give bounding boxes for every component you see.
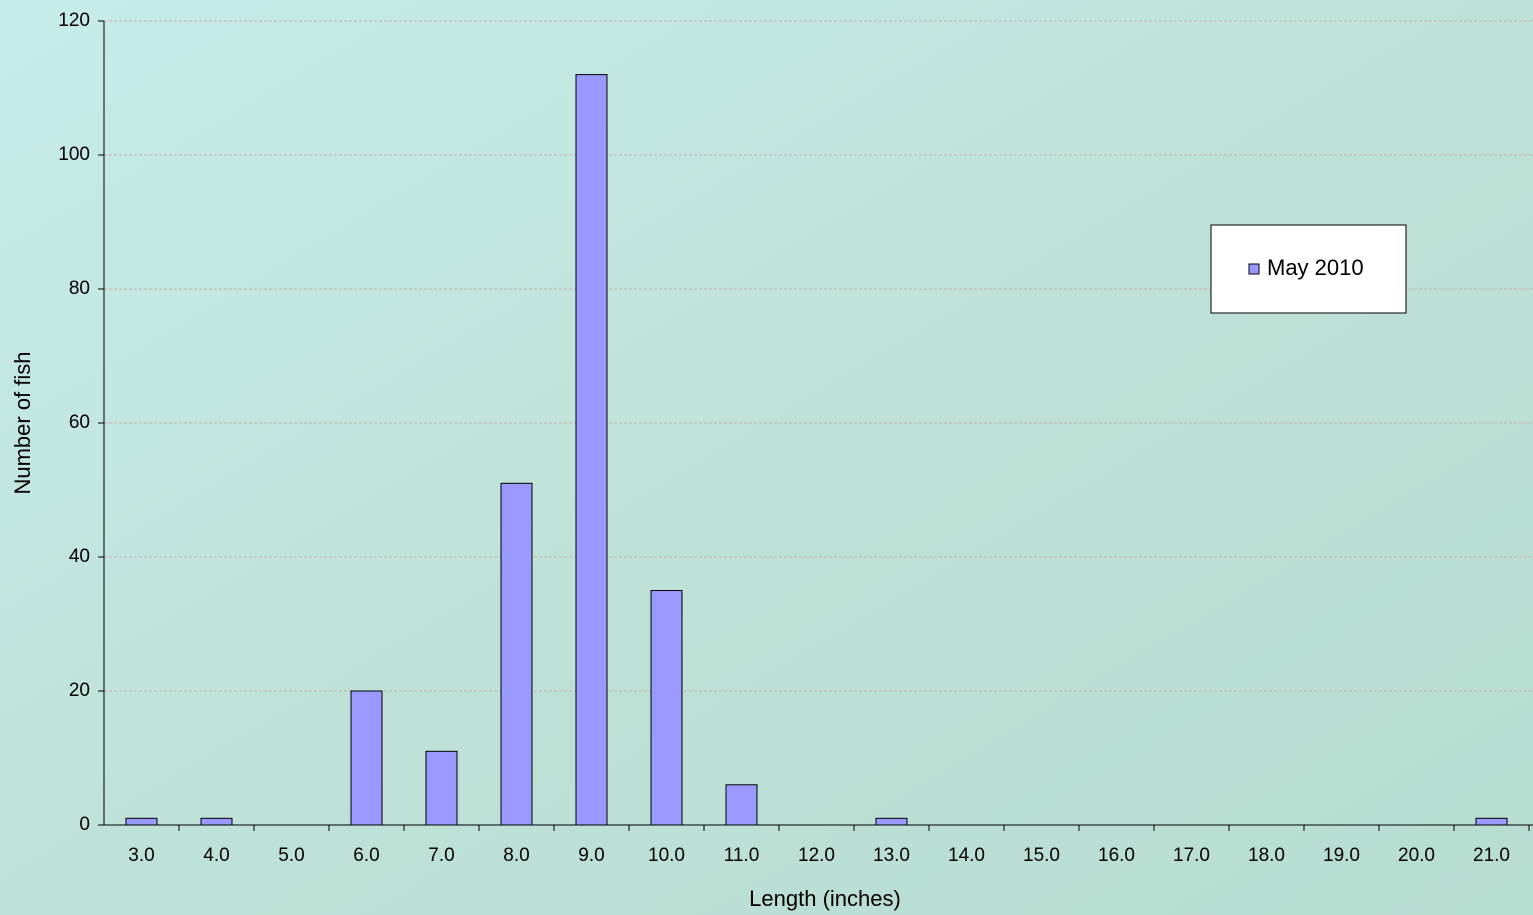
- x-tick-label: 20.0: [1398, 845, 1435, 866]
- y-tick-label: 60: [69, 412, 90, 433]
- bar: [1475, 817, 1508, 826]
- y-tick-label: 20: [69, 680, 90, 701]
- bar: [725, 784, 758, 826]
- bar: [200, 817, 233, 826]
- x-tick-label: 15.0: [1023, 845, 1060, 866]
- x-tick-label: 6.0: [353, 845, 379, 866]
- x-tick-label: 18.0: [1248, 845, 1285, 866]
- x-axis-title: Length (inches): [749, 886, 901, 911]
- x-tick-label: 3.0: [128, 845, 154, 866]
- y-tick-label: 0: [79, 814, 90, 835]
- x-tick-label: 12.0: [798, 845, 835, 866]
- y-axis-title: Number of fish: [10, 351, 35, 494]
- x-tick-label: 7.0: [428, 845, 454, 866]
- x-tick-label: 21.0: [1473, 845, 1510, 866]
- x-tick-label: 16.0: [1098, 845, 1135, 866]
- x-tick-label: 11.0: [724, 845, 760, 866]
- x-tick-label: 8.0: [503, 845, 529, 866]
- legend-swatch: [1248, 263, 1260, 275]
- y-tick-label: 100: [58, 144, 90, 165]
- x-tick-label: 19.0: [1323, 845, 1360, 866]
- legend-label: May 2010: [1267, 255, 1364, 280]
- bar: [650, 590, 683, 826]
- x-tick-label: 14.0: [948, 845, 985, 866]
- legend-box: [1210, 224, 1407, 314]
- x-tick-label: 10.0: [648, 845, 685, 866]
- bar: [575, 74, 608, 826]
- x-tick-label: 17.0: [1173, 845, 1210, 866]
- bar: [350, 690, 383, 826]
- x-tick-label: 13.0: [873, 845, 910, 866]
- bar: [125, 817, 158, 826]
- bar: [425, 750, 458, 826]
- y-tick-label: 80: [69, 278, 90, 299]
- bar: [500, 482, 533, 826]
- y-tick-label: 120: [58, 10, 90, 31]
- x-tick-label: 9.0: [578, 845, 604, 866]
- x-tick-label: 4.0: [203, 845, 229, 866]
- y-tick-label: 40: [69, 546, 90, 567]
- bar: [875, 817, 908, 826]
- x-tick-label: 5.0: [278, 845, 304, 866]
